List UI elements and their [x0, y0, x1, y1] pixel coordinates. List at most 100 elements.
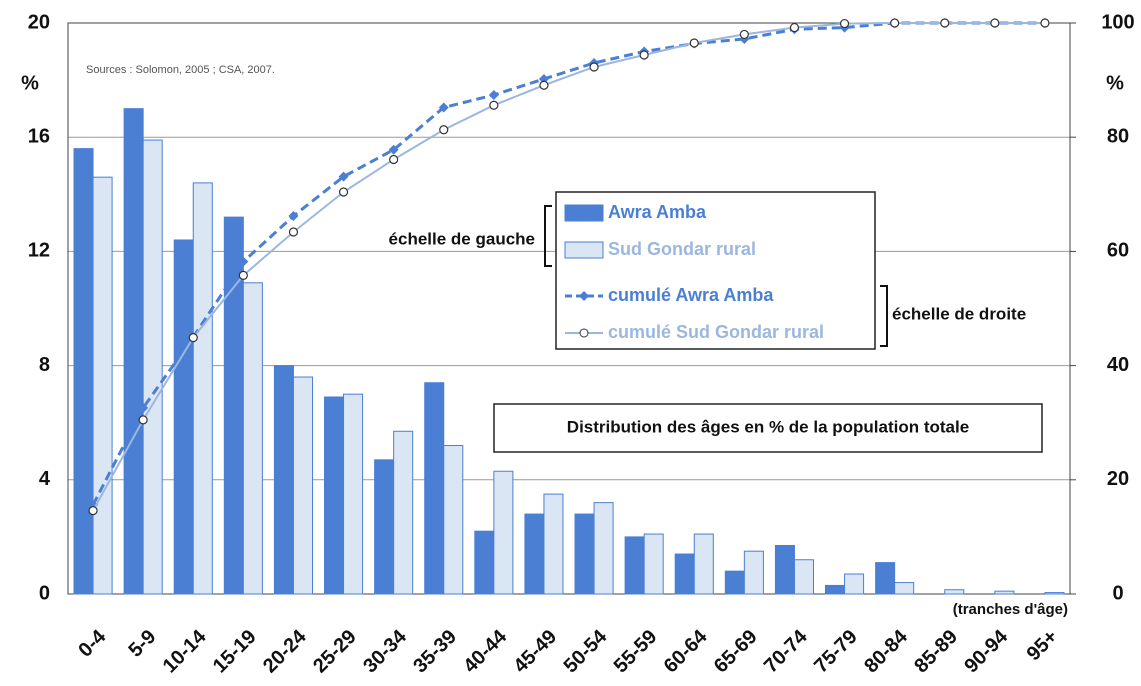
marker — [138, 402, 149, 413]
y-tick-label: 8 — [39, 354, 50, 376]
marker — [389, 154, 399, 165]
y-axis-label: % — [21, 72, 39, 94]
marker — [1040, 18, 1050, 28]
legend-box — [555, 191, 876, 350]
legend-label: cumulé Awra Amba — [608, 285, 774, 305]
bar — [543, 493, 564, 595]
x-tick-label: 60-64 — [660, 625, 712, 677]
marker — [789, 22, 800, 33]
marker — [238, 256, 249, 267]
x-tick-label: 55-59 — [610, 626, 662, 678]
marker — [639, 50, 649, 60]
x-tick-label: 15-19 — [209, 626, 261, 678]
bar — [343, 393, 364, 595]
right-scale-note: échelle de droite — [892, 304, 1026, 323]
bar — [474, 530, 495, 595]
marker — [990, 18, 1000, 28]
bar — [292, 376, 313, 595]
x-tick-label: 85-89 — [910, 626, 962, 678]
x-tick-label: 25-29 — [309, 626, 361, 678]
y2-tick-label: 100 — [1101, 11, 1134, 33]
marker — [338, 187, 349, 197]
annotation: Distribution des âges en % de la populat… — [567, 417, 969, 436]
marker — [388, 144, 399, 155]
x-tick-label: 5-9 — [124, 626, 160, 662]
bar — [825, 584, 846, 595]
marker — [940, 18, 950, 28]
marker — [839, 18, 850, 29]
bar — [123, 108, 144, 595]
marker — [489, 100, 499, 110]
legend-swatch — [564, 241, 604, 259]
bar — [374, 459, 395, 595]
bar — [793, 559, 814, 595]
marker — [88, 506, 98, 516]
bar — [844, 573, 865, 595]
x-tick-label: 80-84 — [860, 625, 912, 677]
bar — [774, 544, 795, 595]
marker — [338, 171, 349, 182]
bar — [524, 513, 545, 595]
marker — [138, 415, 148, 425]
bar — [393, 430, 414, 595]
bar — [743, 550, 764, 595]
bar — [693, 533, 714, 595]
annotation-box — [493, 403, 1043, 453]
bar — [142, 139, 163, 595]
bar — [493, 470, 514, 595]
x-tick-label: 40-44 — [459, 625, 511, 677]
bar — [242, 282, 263, 595]
marker — [288, 227, 299, 237]
bar — [674, 553, 695, 595]
bar — [624, 536, 645, 595]
y-tick-label: 12 — [28, 240, 50, 262]
x-tick-label: 95+ — [1023, 626, 1063, 666]
bar — [643, 533, 664, 595]
bar — [273, 365, 294, 595]
bracket — [544, 205, 552, 267]
y-tick-label: 4 — [39, 468, 51, 490]
marker — [438, 102, 449, 113]
legend-marker — [579, 328, 589, 338]
y-tick-label: 16 — [28, 125, 50, 147]
x-tick-label: 45-49 — [509, 626, 561, 678]
bar — [574, 513, 595, 595]
left-scale-note: échelle de gauche — [389, 229, 535, 248]
marker — [439, 125, 449, 135]
y-tick-label: 0 — [39, 582, 50, 604]
bar — [73, 148, 94, 595]
x-axis-label: (tranches d'âge) — [953, 601, 1068, 618]
x-tick-label: 35-39 — [409, 626, 461, 678]
marker — [689, 38, 699, 48]
bracket — [880, 285, 888, 347]
y2-tick-label: 20 — [1107, 468, 1129, 490]
bar — [173, 239, 194, 595]
bar — [894, 582, 915, 595]
bar — [324, 396, 345, 595]
source: Sources : Solomon, 2005 ; CSA, 2007. — [86, 64, 275, 76]
bar — [443, 445, 464, 595]
bar — [1044, 592, 1065, 595]
marker — [890, 18, 900, 28]
bar — [424, 382, 445, 595]
x-tick-label: 20-24 — [259, 625, 311, 677]
x-tick-label: 65-69 — [710, 626, 762, 678]
legend-marker — [579, 291, 589, 301]
plot-frame — [67, 22, 1071, 595]
x-tick-label: 0-4 — [74, 625, 111, 662]
line — [92, 22, 1045, 512]
legend-swatch — [564, 204, 604, 222]
x-tick-label: 30-34 — [359, 625, 411, 677]
y-tick-label: 20 — [28, 11, 50, 33]
x-tick-label: 90-94 — [960, 625, 1012, 677]
line — [91, 21, 1045, 506]
x-tick-label: 70-74 — [760, 625, 812, 677]
marker — [238, 270, 248, 280]
bar — [724, 570, 745, 595]
bar — [192, 182, 213, 595]
marker — [739, 29, 749, 40]
marker — [488, 89, 499, 100]
marker — [539, 80, 549, 90]
bar — [994, 590, 1015, 595]
y2-tick-label: 60 — [1107, 240, 1129, 262]
